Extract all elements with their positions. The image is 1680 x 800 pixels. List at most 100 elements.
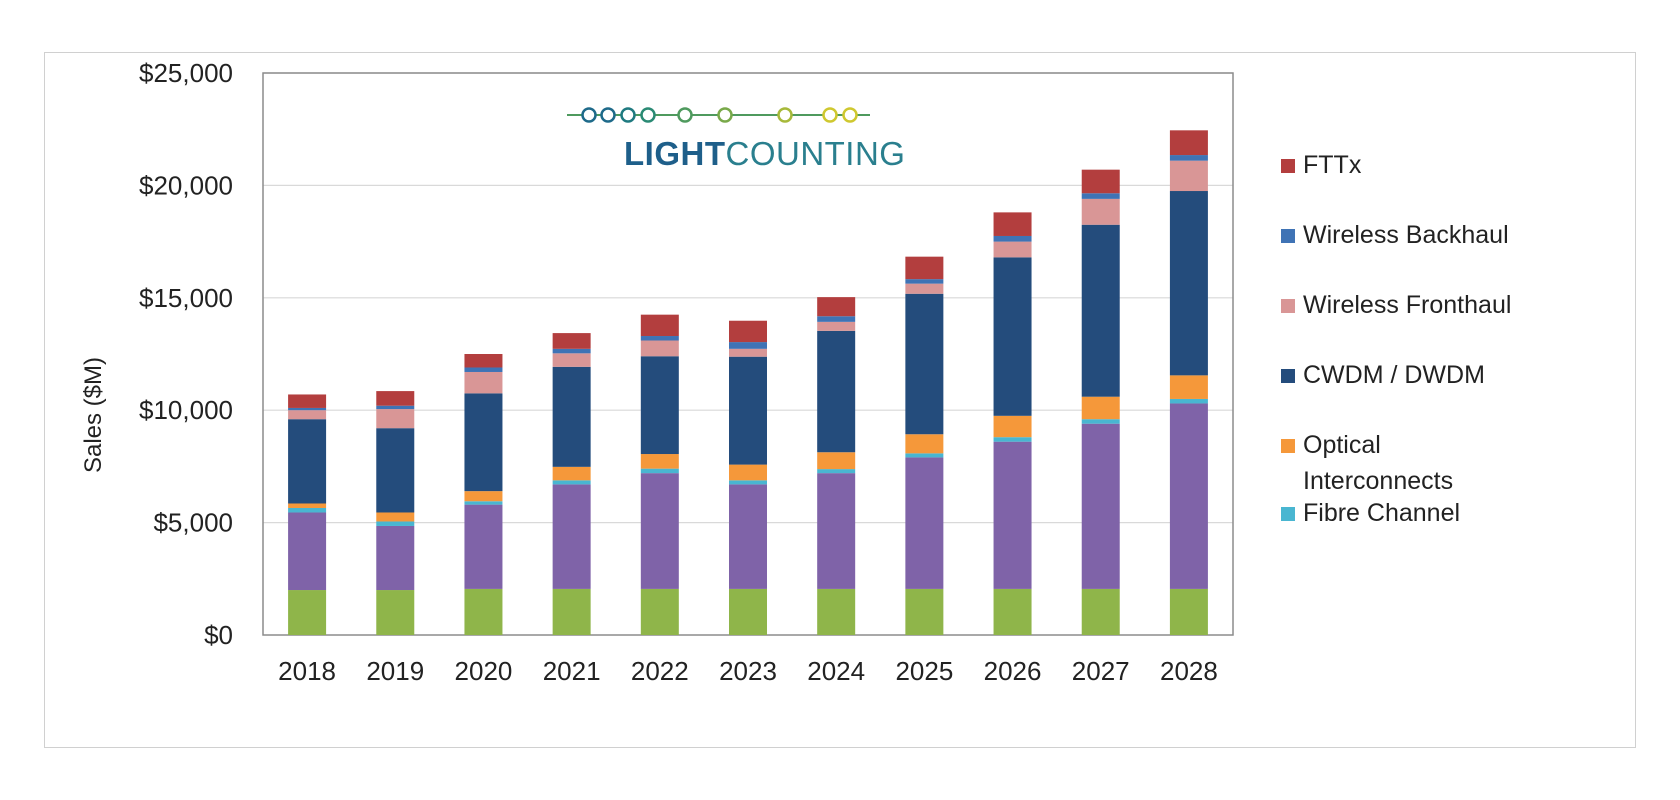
bar-segment-cwdm-dwdm <box>729 356 767 465</box>
legend-item-fttx: FTTx <box>1281 151 1362 179</box>
bar-segment-bottom-green <box>905 588 944 635</box>
bar-segment-fibre-channel <box>640 468 679 474</box>
legend-swatch <box>1281 299 1295 313</box>
legend-swatch <box>1281 507 1295 521</box>
bar-segment-bottom-green <box>817 588 856 635</box>
bar-segment-bottom-green <box>376 590 415 635</box>
bar-segment-bottom-green <box>464 588 503 635</box>
bar-segment-fibre-channel <box>729 480 767 485</box>
legend-swatch <box>1281 369 1295 383</box>
bar-segment-wireless-fronthaul <box>464 371 503 394</box>
logo-text-bold: LIGHT <box>624 135 725 172</box>
x-tick-label: 2028 <box>1160 656 1218 686</box>
bar-segment-optical-interconnects <box>376 512 415 522</box>
bar-stack-2025 <box>905 256 944 635</box>
logo-text: LIGHTCOUNTING <box>624 135 905 172</box>
x-tick-label: 2024 <box>807 656 865 686</box>
bar-segment-wireless-fronthaul <box>1081 198 1120 225</box>
bar-segment-cwdm-dwdm <box>288 419 327 504</box>
bar-segment-optical-interconnects <box>552 466 591 481</box>
legend-swatch <box>1281 159 1295 173</box>
legend-item-cwdm-dwdm: CWDM / DWDM <box>1281 361 1485 389</box>
legend-item-wireless-fronthaul: Wireless Fronthaul <box>1281 291 1511 319</box>
bar-segment-fibre-channel <box>905 453 944 458</box>
bar-segment-fttx <box>376 391 415 406</box>
x-tick-label: 2020 <box>455 656 513 686</box>
bar-stack-2027 <box>1081 169 1120 635</box>
bar-segment-cwdm-dwdm <box>552 366 591 467</box>
legend-item-fibre-channel: Fibre Channel <box>1281 499 1460 527</box>
legend-label: Wireless Backhaul <box>1303 221 1509 249</box>
x-tick-label: 2021 <box>543 656 601 686</box>
y-tick-label: $20,000 <box>139 170 233 200</box>
bar-segment-wireless-fronthaul <box>817 321 856 331</box>
x-axis-ticks: 2018 2019 2020 2021 2022 2023 2024 2025 2026 2027… <box>278 656 1218 686</box>
y-tick-label: $10,000 <box>139 395 233 425</box>
x-tick-label: 2022 <box>631 656 689 686</box>
bar-segment-wireless-fronthaul <box>376 409 415 429</box>
logo-chain-graphic <box>567 107 870 123</box>
bar-stack-2024 <box>817 297 856 635</box>
bar-segment-bottom-green <box>729 588 767 635</box>
bar-segment-cwdm-dwdm <box>817 330 856 453</box>
y-tick-label: $25,000 <box>139 58 233 88</box>
legend-item-optical-interconnects: Optical Interconnects <box>1281 431 1453 495</box>
bar-segment-purple <box>288 512 327 591</box>
legend-label: FTTx <box>1303 151 1362 179</box>
legend-item-wireless-backhaul: Wireless Backhaul <box>1281 221 1509 249</box>
bar-segment-optical-interconnects <box>905 434 944 454</box>
x-tick-label: 2026 <box>984 656 1042 686</box>
bar-segment-purple <box>905 457 944 589</box>
bar-segment-cwdm-dwdm <box>905 293 944 435</box>
bar-segment-fibre-channel <box>288 507 327 513</box>
x-tick-label: 2019 <box>366 656 424 686</box>
bar-segment-fttx <box>1169 130 1208 156</box>
bar-stack-2021 <box>552 333 591 635</box>
y-axis-ticks: $0 $5,000 $10,000 $15,000 $20,000 $25,000 <box>139 58 233 650</box>
logo-chain-node <box>777 107 793 123</box>
bar-stack-2018 <box>288 394 327 635</box>
bar-segment-cwdm-dwdm <box>1081 224 1120 397</box>
bar-segment-optical-interconnects <box>464 491 503 502</box>
bar-segment-bottom-green <box>288 590 327 635</box>
x-tick-label: 2027 <box>1072 656 1130 686</box>
bar-segment-wireless-backhaul <box>464 367 503 372</box>
bar-segment-fibre-channel <box>376 521 415 526</box>
legend: FTTx Wireless Backhaul Wireless Fronthaul C… <box>1281 151 1511 527</box>
bar-segment-purple <box>640 473 679 589</box>
bar-segment-fttx <box>640 314 679 337</box>
bar-segment-cwdm-dwdm <box>1169 191 1208 376</box>
bar-segment-purple <box>1169 403 1208 589</box>
legend-label: Wireless Fronthaul <box>1303 291 1511 319</box>
bar-segment-purple <box>1081 423 1120 589</box>
bar-segment-fibre-channel <box>1081 419 1120 424</box>
logo-chain-node <box>822 107 838 123</box>
bar-segment-fttx <box>288 394 327 408</box>
bar-segment-wireless-fronthaul <box>729 348 767 357</box>
logo-chain-node <box>581 107 597 123</box>
logo-chain-node <box>640 107 656 123</box>
chart-frame: $0 $5,000 $10,000 $15,000 $20,000 $25,000 201… <box>44 52 1636 748</box>
logo-chain-node <box>600 107 616 123</box>
y-tick-label: $15,000 <box>139 283 233 313</box>
bar-segment-optical-interconnects <box>1169 375 1208 399</box>
y-tick-label: $5,000 <box>153 508 233 538</box>
bar-segment-wireless-backhaul <box>729 342 767 349</box>
bar-segment-optical-interconnects <box>288 503 327 508</box>
bar-segment-wireless-fronthaul <box>993 241 1032 258</box>
bar-segment-wireless-backhaul <box>552 348 591 354</box>
bar-segment-fttx <box>552 333 591 349</box>
y-tick-label: $0 <box>204 620 233 650</box>
bar-segment-wireless-backhaul <box>1169 155 1208 161</box>
bar-segment-fttx <box>905 256 944 280</box>
bar-segment-wireless-fronthaul <box>1169 160 1208 192</box>
bar-segment-purple <box>464 504 503 589</box>
bar-stack-2023 <box>729 320 767 635</box>
bar-segment-wireless-fronthaul <box>905 283 944 294</box>
bar-segment-purple <box>993 441 1032 589</box>
logo-chain-node <box>677 107 693 123</box>
bar-segment-fibre-channel <box>464 501 503 505</box>
bar-segment-fibre-channel <box>1169 398 1208 404</box>
bar-segment-fibre-channel <box>993 437 1032 442</box>
bar-segment-purple <box>552 484 591 589</box>
